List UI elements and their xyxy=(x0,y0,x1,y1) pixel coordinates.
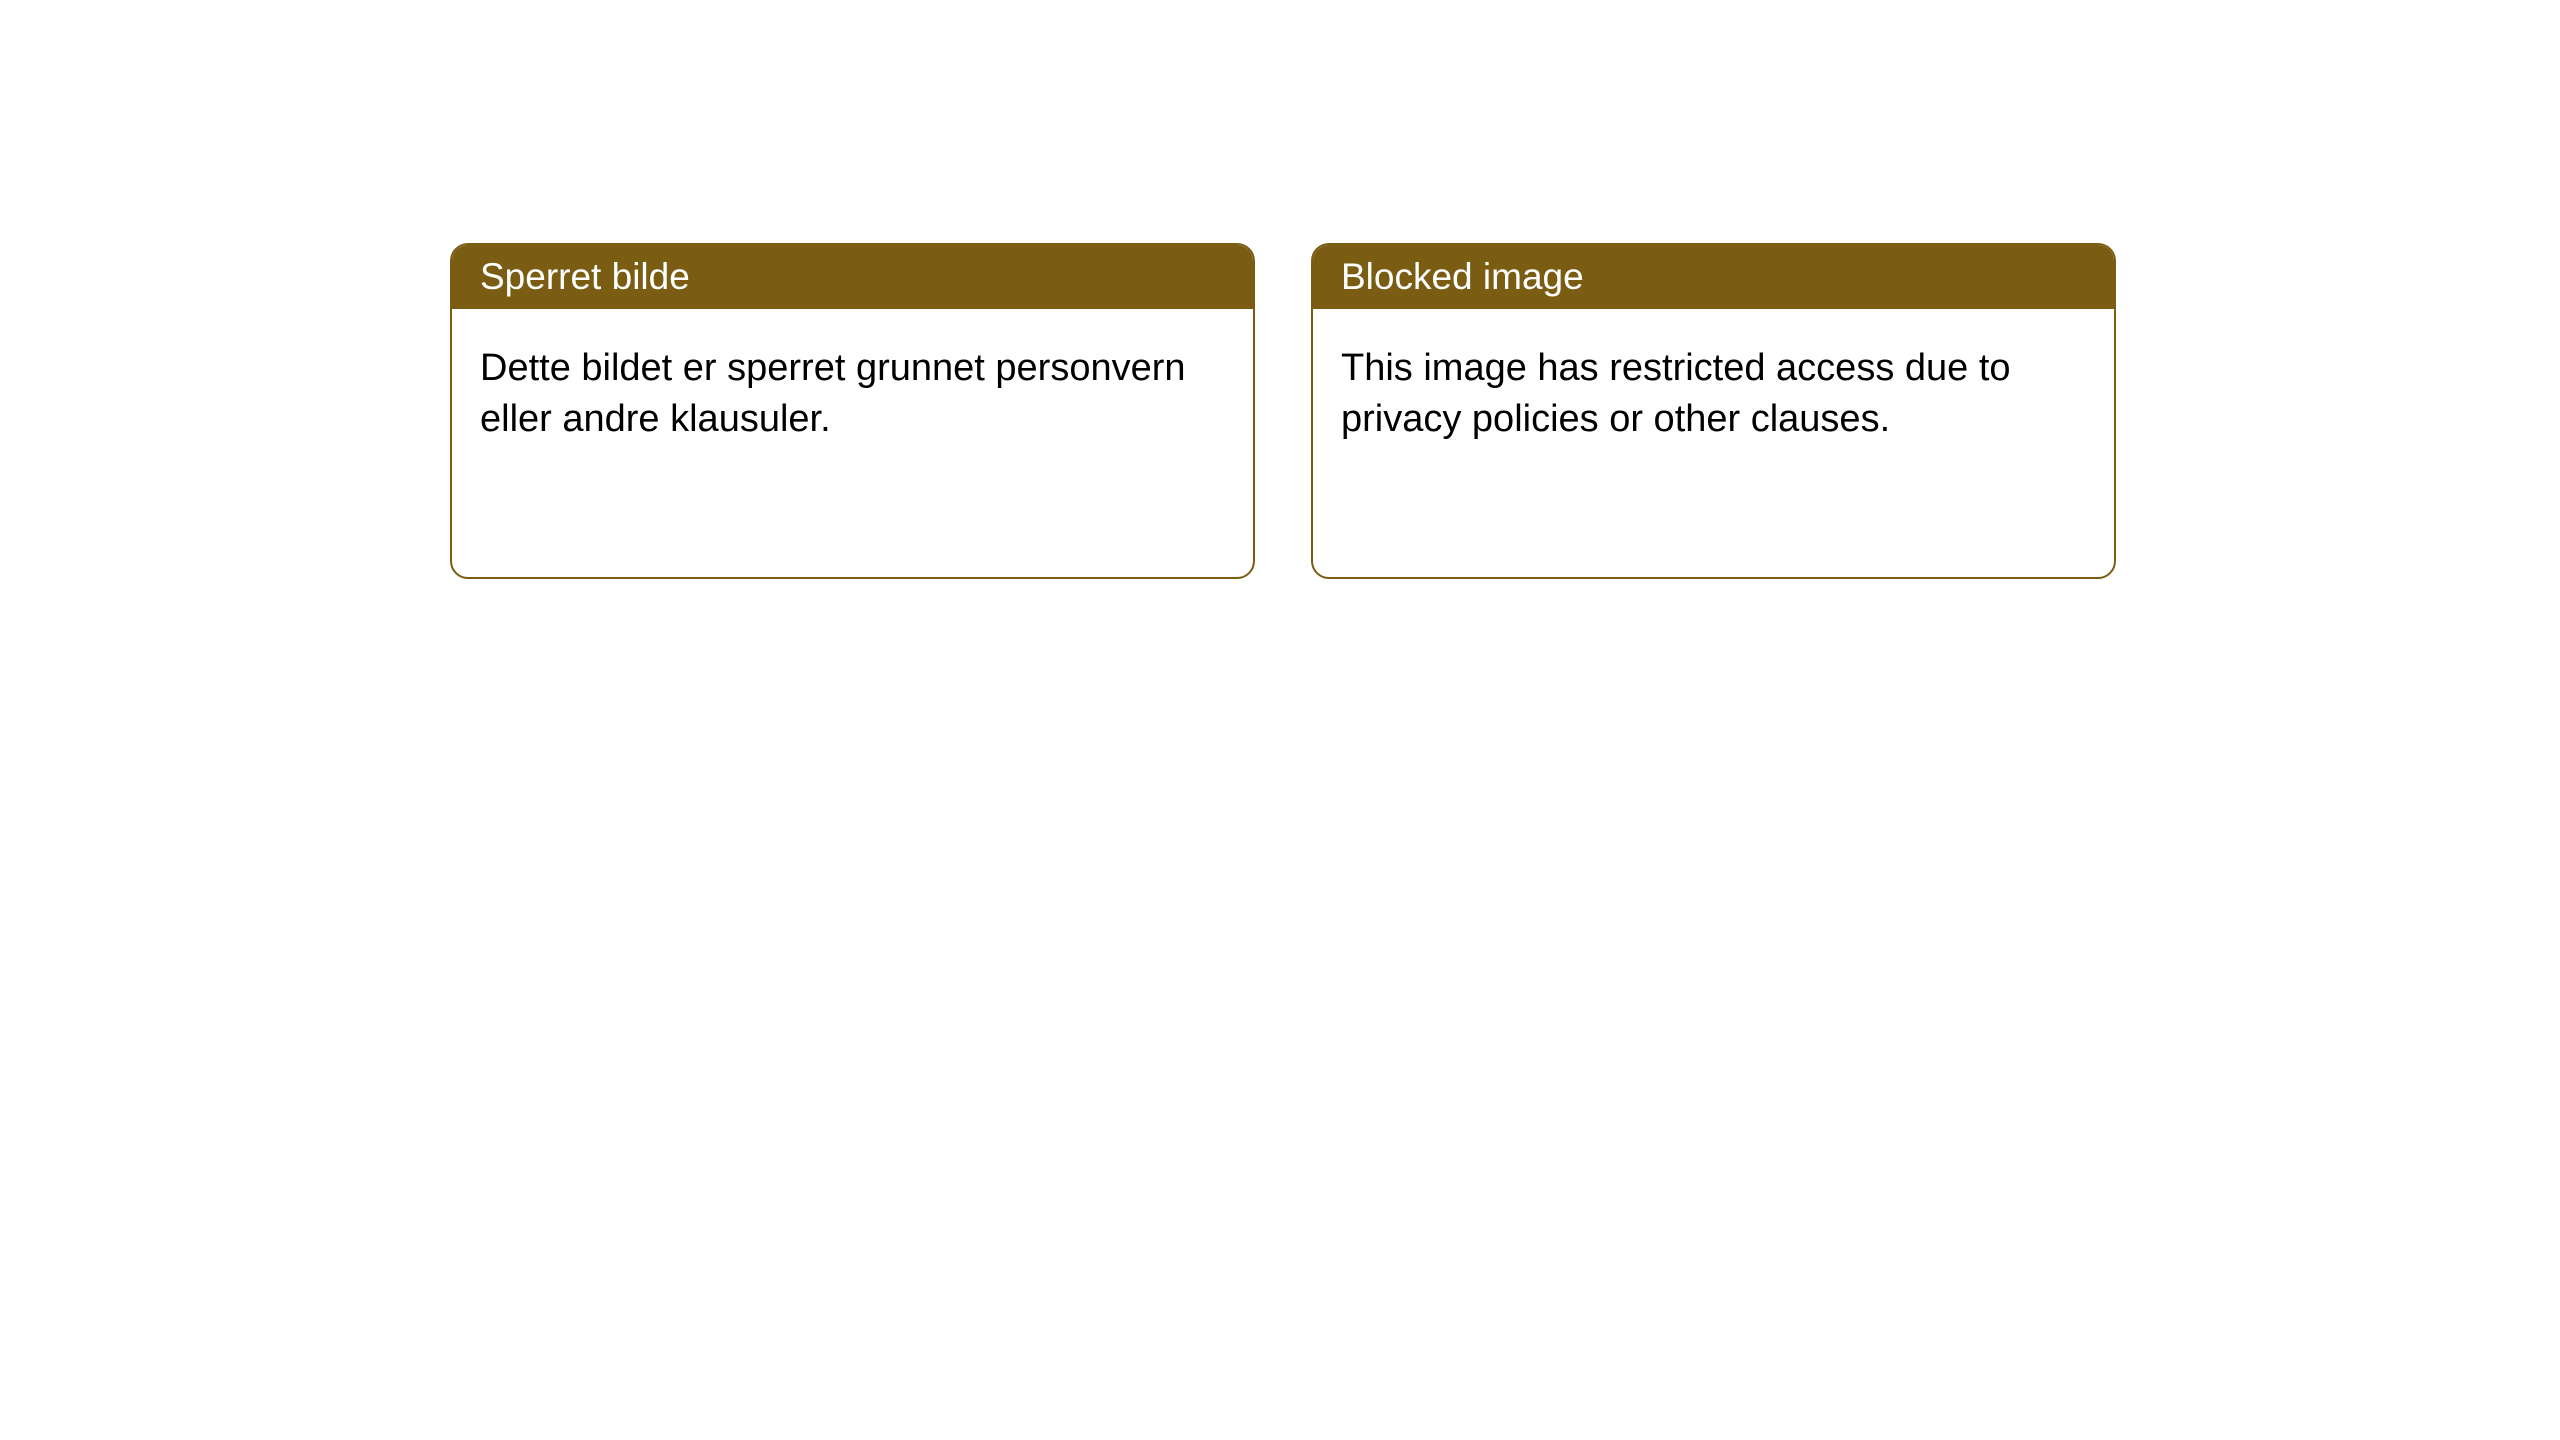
notice-card-english: Blocked image This image has restricted … xyxy=(1311,243,2116,579)
notice-container: Sperret bilde Dette bildet er sperret gr… xyxy=(0,0,2560,579)
notice-body: Dette bildet er sperret grunnet personve… xyxy=(452,309,1253,480)
notice-title: Blocked image xyxy=(1313,245,2114,309)
notice-title: Sperret bilde xyxy=(452,245,1253,309)
notice-card-norwegian: Sperret bilde Dette bildet er sperret gr… xyxy=(450,243,1255,579)
notice-body: This image has restricted access due to … xyxy=(1313,309,2114,480)
